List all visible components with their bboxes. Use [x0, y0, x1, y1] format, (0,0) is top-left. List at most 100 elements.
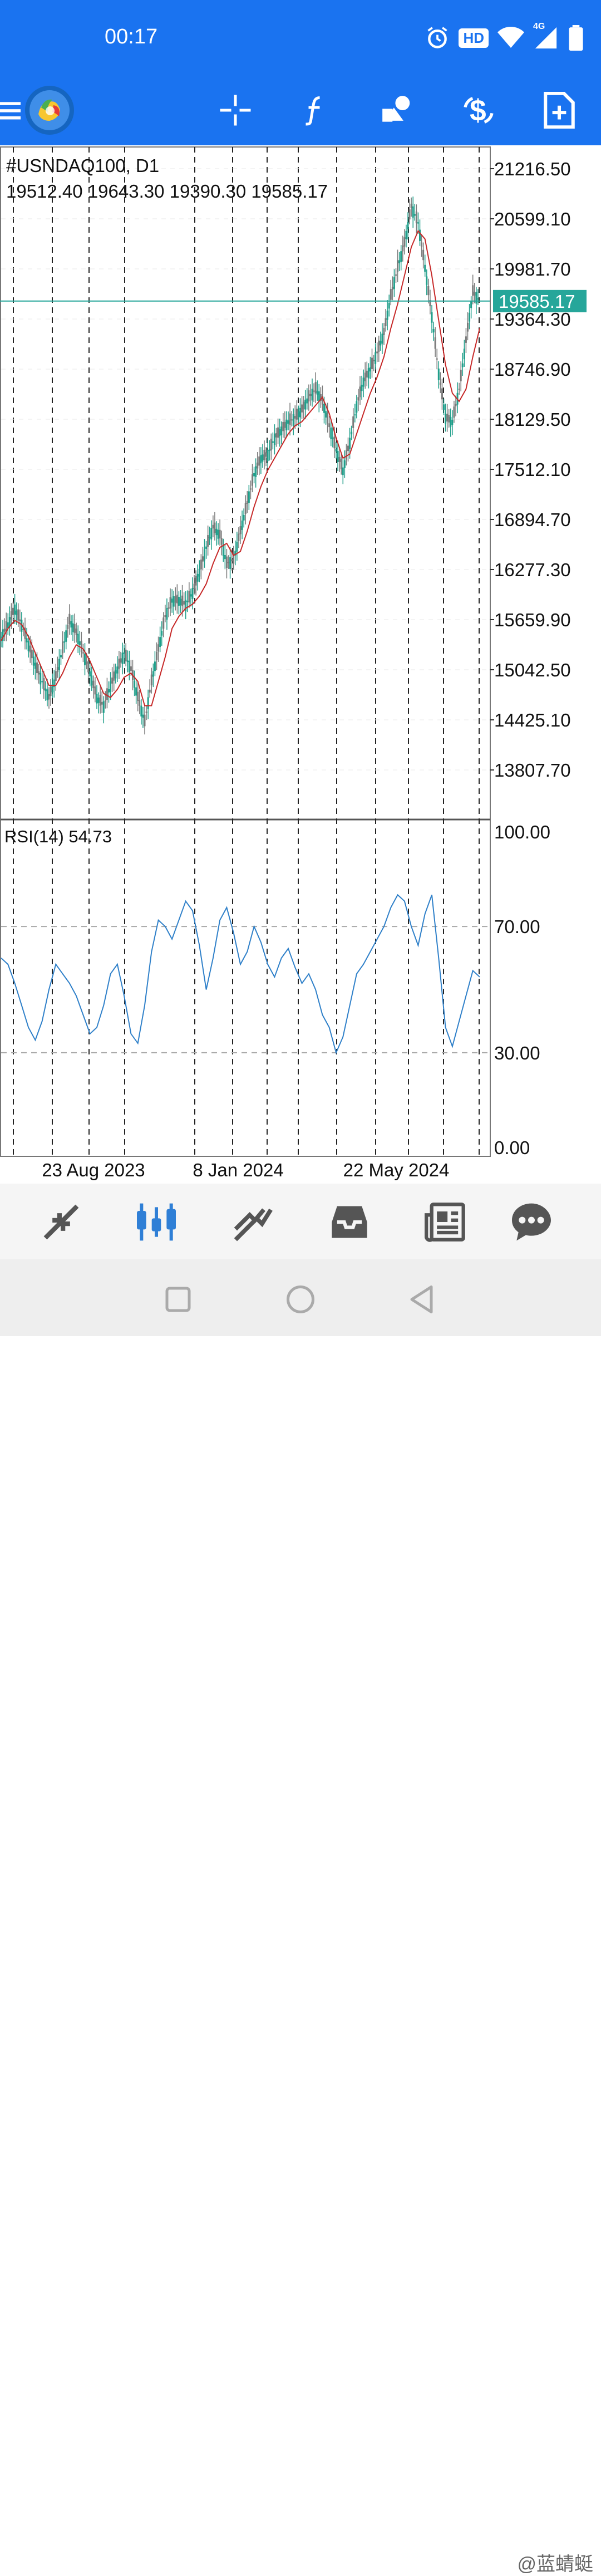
candle-body: [55, 671, 57, 681]
candle-body: [327, 413, 329, 424]
candle-body: [46, 689, 48, 700]
candle-body: [319, 394, 322, 401]
candle-body: [287, 420, 289, 424]
candle-body: [340, 459, 342, 469]
tab-quotes[interactable]: [31, 1191, 92, 1253]
candle-body: [89, 671, 91, 676]
candle-body: [265, 452, 267, 457]
candle-body: [422, 249, 425, 261]
candle-body: [111, 677, 114, 684]
menu-button[interactable]: [0, 85, 33, 135]
indicators-button[interactable]: [290, 85, 341, 135]
candle-body: [342, 467, 344, 475]
rsi-tick-label: 0.00: [494, 1137, 530, 1158]
candle-body: [345, 450, 347, 460]
candle-body: [284, 421, 286, 428]
home-button[interactable]: [284, 1283, 317, 1316]
candle-body: [58, 659, 60, 670]
grid: [1, 147, 490, 1156]
crosshair-button[interactable]: [210, 85, 260, 135]
candle-body: [294, 415, 296, 419]
candle-body: [22, 629, 24, 630]
candle-body: [97, 697, 100, 703]
candle-body: [215, 528, 218, 536]
menu-icon: [0, 102, 21, 120]
candle-body: [200, 560, 202, 570]
candle-body: [461, 363, 464, 367]
candle-body: [222, 545, 224, 556]
candle-body: [270, 438, 272, 450]
candle-body: [162, 617, 165, 629]
candle-body: [338, 457, 341, 462]
candle-body: [171, 598, 173, 603]
candle-body: [147, 697, 149, 709]
candle-body: [72, 623, 74, 632]
candle-body: [82, 652, 84, 654]
candle-body: [41, 681, 43, 683]
candlesticks: [0, 197, 479, 735]
recent-apps-button[interactable]: [161, 1283, 195, 1316]
candle-body: [357, 397, 359, 401]
trade-button[interactable]: $: [454, 85, 504, 135]
watermark: @蓝蜻蜓: [517, 2554, 593, 2575]
candle-body: [383, 327, 385, 335]
new-order-button[interactable]: [534, 85, 584, 135]
candle-body: [7, 622, 9, 629]
candle-body: [154, 661, 156, 671]
candle-body: [417, 222, 419, 224]
candle-body: [403, 237, 406, 247]
candle-body: [325, 411, 327, 418]
crosshair-icon: [220, 95, 251, 126]
price-tick-label: 14425.10: [494, 710, 571, 730]
bottom-navigation: [0, 1184, 601, 1259]
chart-icon: [137, 1203, 176, 1241]
candle-body: [378, 340, 380, 352]
candle-body: [465, 336, 467, 343]
candle-body: [381, 333, 383, 344]
candle-body: [125, 649, 127, 661]
price-tick-label: 16894.70: [494, 509, 571, 530]
candle-body: [77, 634, 79, 645]
candle-body: [431, 312, 433, 323]
chart-area[interactable]: 21216.50 20599.10 19981.70 19364.30 18746.90…: [0, 145, 601, 1184]
candle-body: [243, 514, 245, 521]
candle-body: [161, 631, 163, 636]
app-logo[interactable]: [24, 85, 75, 135]
app-toolbar: $: [0, 75, 601, 145]
wifi-icon: [497, 27, 524, 48]
tab-news[interactable]: [415, 1191, 476, 1253]
candle-body: [309, 394, 312, 396]
candle-body: [45, 688, 47, 691]
moving-average-line: [1, 229, 480, 706]
candle-body: [477, 298, 479, 300]
date-axis: 23 Aug 2023 8 Jan 2024 22 May 2024: [42, 1160, 449, 1180]
candle-body: [91, 675, 93, 686]
candle-body: [279, 429, 281, 436]
signal-icon: [535, 27, 557, 49]
price-tick-label: 15042.50: [494, 660, 571, 680]
candle-body: [347, 445, 349, 452]
candle-body: [142, 714, 144, 718]
network-type: 4G: [533, 22, 545, 31]
candle-body: [36, 662, 38, 674]
tab-chat[interactable]: [501, 1191, 562, 1253]
candle-body: [388, 302, 390, 309]
hd-icon: HD: [459, 28, 489, 48]
candle-body: [145, 712, 147, 713]
candle-body: [115, 670, 117, 679]
candle-body: [38, 671, 40, 675]
back-button[interactable]: [406, 1283, 440, 1316]
candle-body: [385, 318, 387, 327]
tab-history[interactable]: [319, 1191, 380, 1253]
candle-body: [236, 541, 238, 552]
candle-body: [472, 285, 474, 296]
candle-body: [458, 389, 460, 390]
candle-body: [70, 621, 72, 628]
candle-body: [193, 583, 195, 589]
tab-chart[interactable]: [126, 1191, 187, 1253]
objects-button[interactable]: [372, 85, 422, 135]
candle-body: [102, 701, 105, 713]
chart-canvas[interactable]: 21216.50 20599.10 19981.70 19364.30 18746.90…: [0, 145, 601, 1184]
rsi-axis: 100.00 70.00 30.00 0.00: [494, 822, 550, 1158]
tab-trade[interactable]: [223, 1191, 284, 1253]
